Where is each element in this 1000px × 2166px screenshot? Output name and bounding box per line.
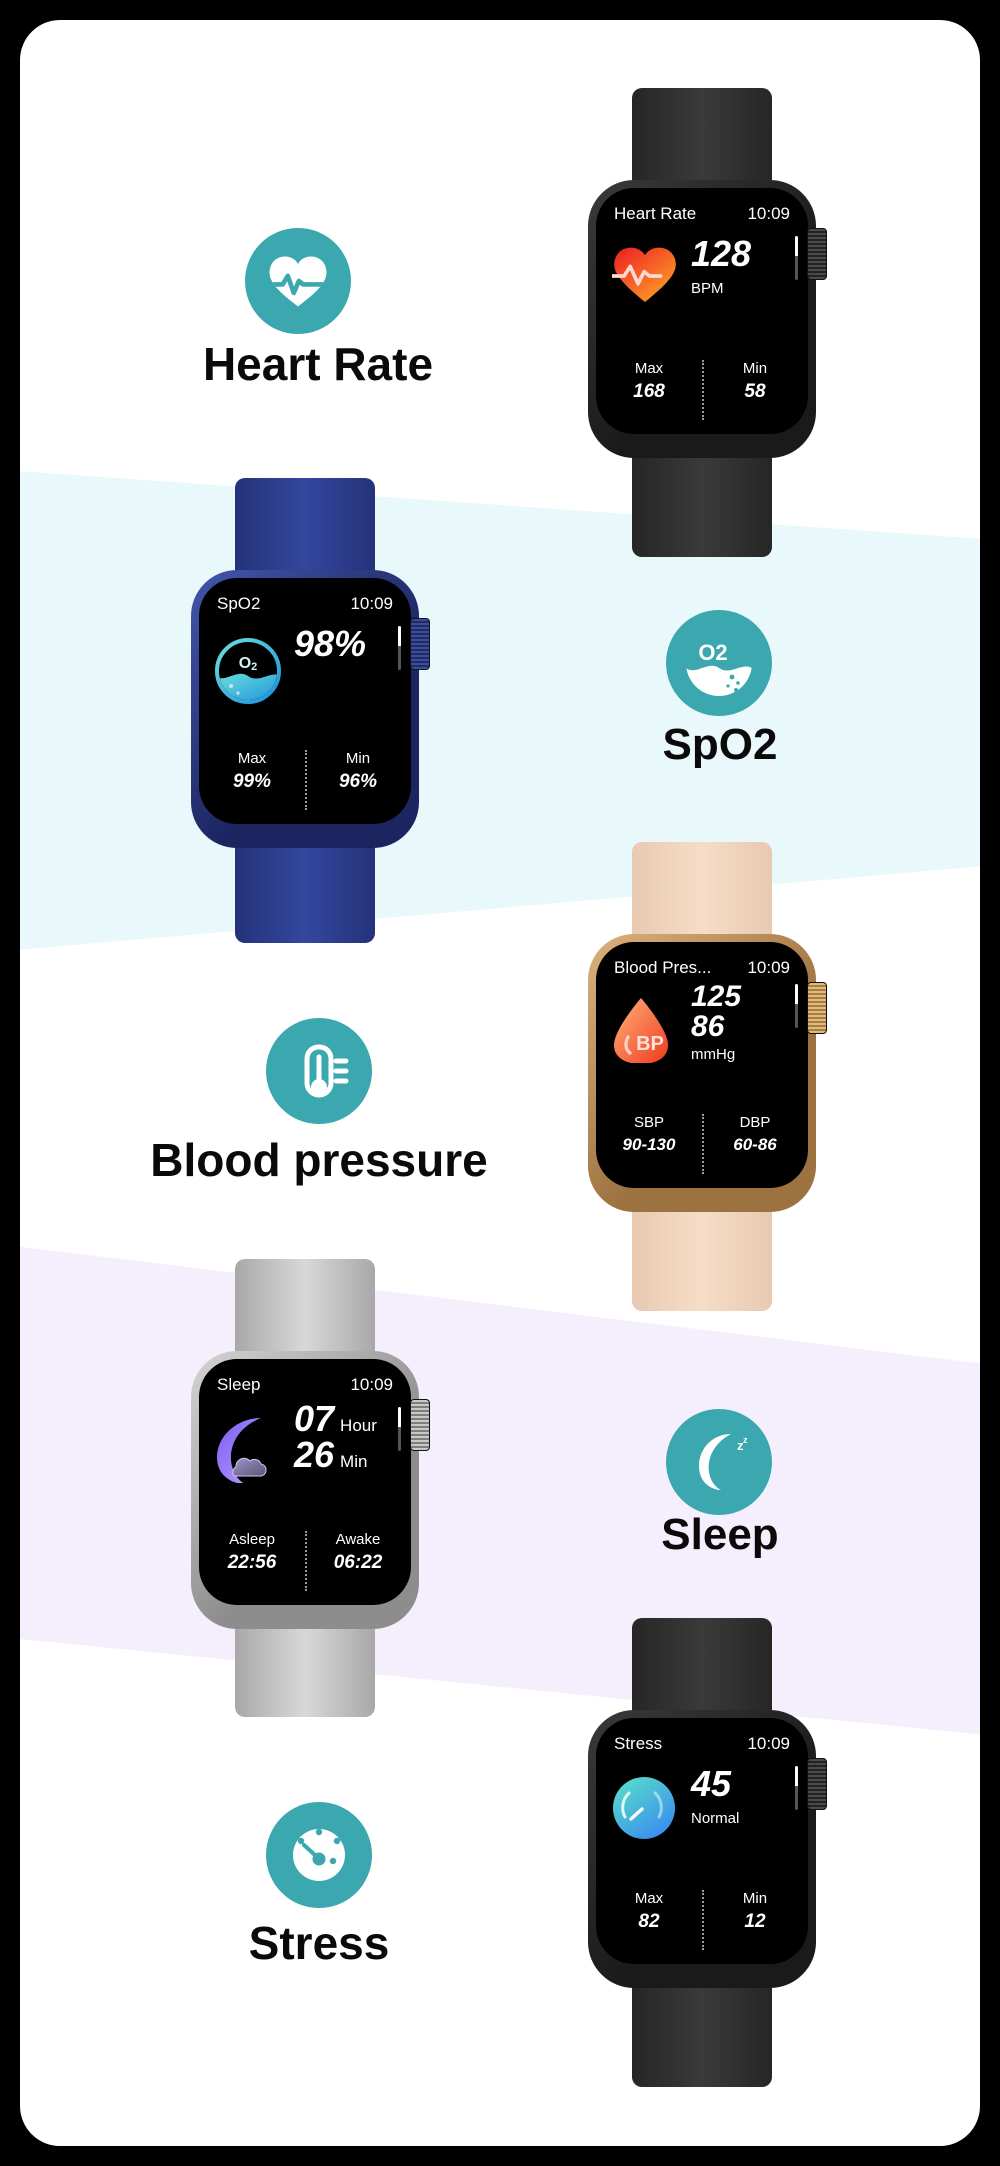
svg-text:BP: BP [636,1033,664,1055]
svg-text:z: z [743,1435,748,1445]
svg-text:O2: O2 [239,655,258,673]
svg-text:O2: O2 [698,640,727,665]
